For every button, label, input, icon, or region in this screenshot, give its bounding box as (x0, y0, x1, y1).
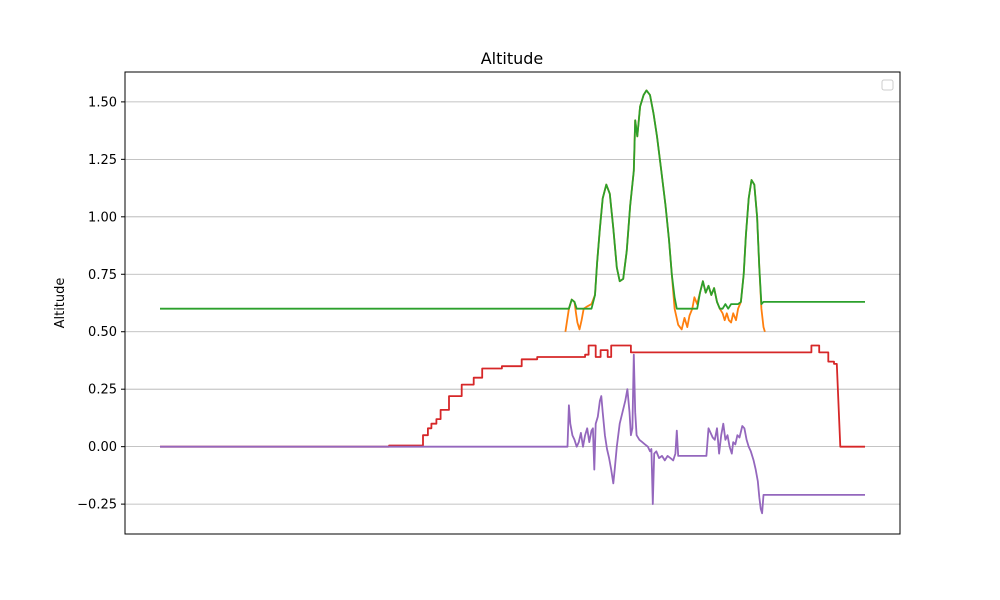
plot-frame (124, 71, 901, 535)
y-tick-label: 0.50 (88, 325, 117, 340)
y-tick-label: 0.75 (88, 268, 117, 283)
series-line-2 (160, 89, 865, 310)
y-axis-ticks: −0.25 0.00 0.25 0.50 0.75 1.00 1.25 1.50 (77, 95, 125, 513)
y-tick-label: −0.25 (77, 498, 117, 513)
y-tick-label: 0.25 (88, 383, 117, 398)
series-line-4 (160, 353, 865, 515)
y-tick-label: 1.25 (88, 153, 117, 168)
chart-title: Altitude (481, 49, 544, 68)
y-axis-label: Altitude (53, 278, 68, 329)
y-tick-label: 1.50 (88, 95, 117, 110)
legend-box (881, 79, 894, 91)
series-layer (160, 89, 865, 515)
y-tick-label: 1.00 (88, 210, 117, 225)
y-tick-label: 0.00 (88, 440, 117, 455)
series-line-3 (160, 344, 865, 448)
